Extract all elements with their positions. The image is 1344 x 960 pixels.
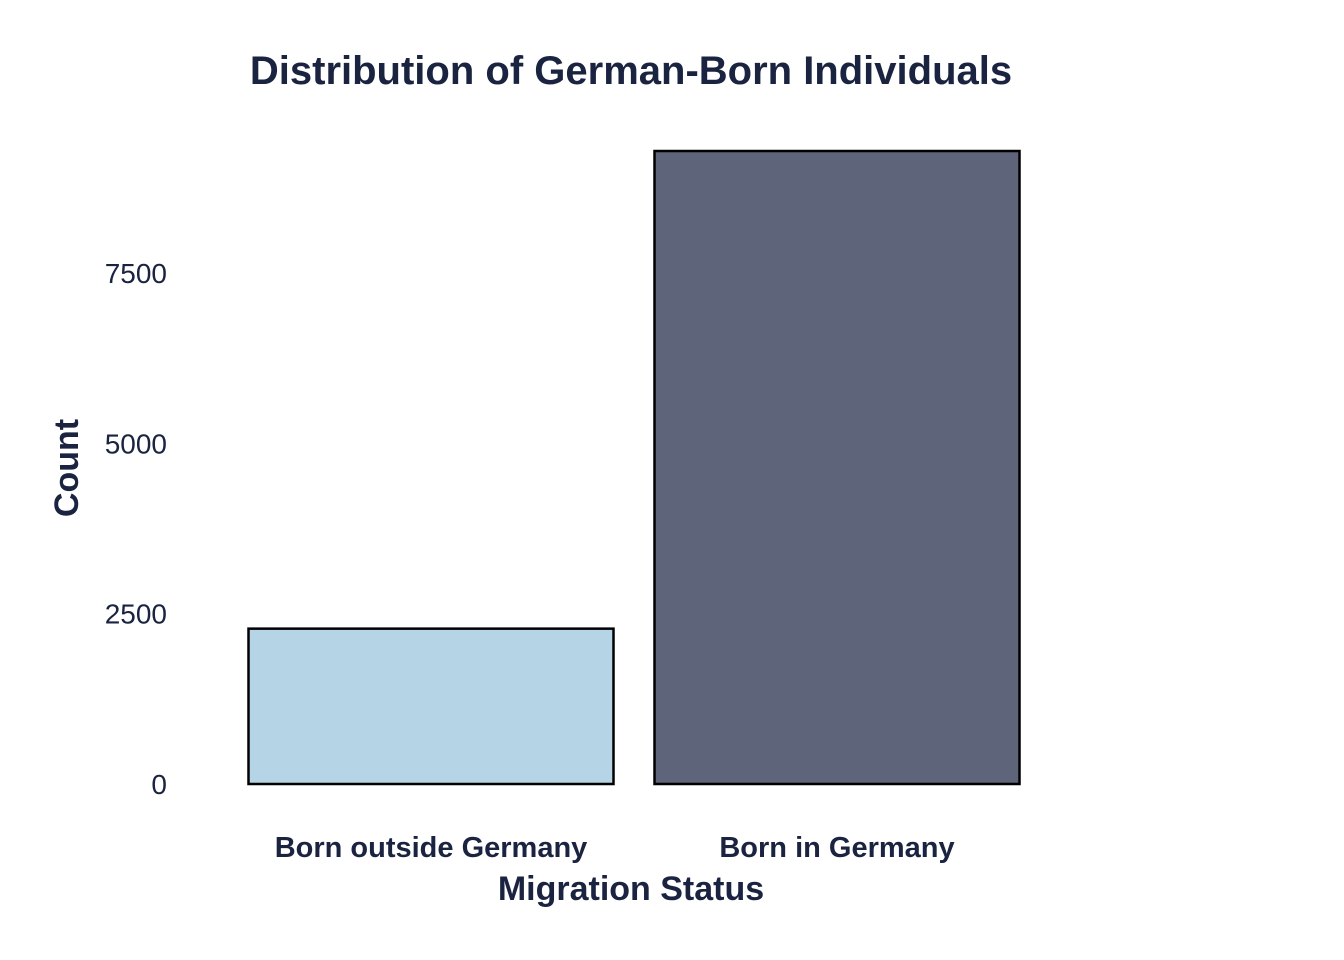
y-tick-label: 5000 [105,428,167,459]
chart-title: Distribution of German-Born Individuals [250,49,1012,93]
y-tick-label: 2500 [105,599,167,630]
y-tick-label: 7500 [105,258,167,289]
x-axis-title: Migration Status [498,870,764,908]
bar [653,149,1021,786]
y-tick-label: 0 [151,769,167,800]
bars [247,149,1021,786]
y-axis-ticks: 0 2500 5000 7500 [105,258,167,800]
x-tick-label: Born in Germany [719,832,954,864]
x-tick-label: Born outside Germany [275,832,588,864]
bar [247,627,615,786]
x-axis-ticks: Born outside Germany Born in Germany [275,832,955,864]
y-axis-title: Count [48,419,86,517]
